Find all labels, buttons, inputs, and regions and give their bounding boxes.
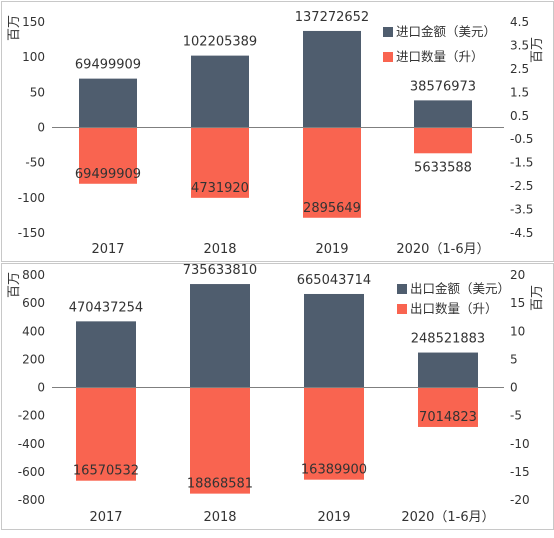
chart1-left-tick-label: 0 — [37, 121, 45, 135]
chart2-bar-negative — [76, 387, 136, 481]
chart2-category-label: 2019 — [317, 510, 350, 525]
chart1-bar-positive — [414, 100, 472, 128]
chart2-right-tick-label: 10 — [510, 324, 525, 338]
chart1-left-tick-label: 150 — [22, 15, 45, 29]
chart2-right-tick-label: -5 — [510, 409, 522, 423]
chart2-right-tick-label: 15 — [510, 296, 525, 310]
chart1-negative-data-label: 5633588 — [414, 160, 472, 175]
chart1-right-tick-label: 3.5 — [510, 38, 529, 52]
chart2-category-label: 2018 — [203, 510, 236, 525]
chart1-right-tick-label: -0.5 — [510, 132, 533, 146]
chart2-right-tick-label: -20 — [510, 493, 530, 507]
chart1-bar-negative — [414, 127, 472, 154]
chart2-bar-positive — [304, 293, 364, 388]
chart1-category-label: 2019 — [315, 242, 348, 257]
chart1-bar-positive — [303, 30, 361, 128]
chart2-left-tick-label: 600 — [22, 296, 45, 310]
chart2-positive-data-label: 248521883 — [411, 332, 485, 347]
chart2-right-tick-label: 0 — [510, 381, 518, 395]
chart2-positive-data-label: 665043714 — [297, 273, 371, 288]
chart2-bar-negative — [304, 387, 364, 480]
chart2-right-tick-label: -15 — [510, 465, 530, 479]
chart2-right-tick-label: 20 — [510, 268, 525, 282]
chart2-bar-positive — [76, 321, 136, 388]
chart1-right-tick-label: -4.5 — [510, 226, 533, 240]
chart2-left-tick-label: 200 — [22, 352, 45, 366]
chart1-right-tick-label: -3.5 — [510, 203, 533, 217]
chart2-negative-data-label: 16389900 — [301, 463, 367, 478]
chart1-legend-swatch — [383, 27, 393, 37]
chart2-category-label: 2020（1-6月） — [401, 510, 494, 525]
chart2-positive-data-label: 470437254 — [69, 300, 143, 315]
chart1-negative-data-label: 69499909 — [75, 167, 141, 182]
chart1-bar-negative — [79, 127, 137, 184]
chart1-category-label: 2018 — [203, 242, 236, 257]
chart1-positive-data-label: 137272652 — [295, 10, 369, 25]
chart1-right-tick-label: 1.5 — [510, 85, 529, 99]
chart2-legend-label: 出口数量（升） — [410, 301, 498, 316]
chart1-positive-data-label: 69499909 — [75, 58, 141, 73]
chart1-positive-data-label: 102205389 — [183, 35, 257, 50]
chart2-left-tick-label: -200 — [18, 409, 45, 423]
chart2-negative-data-label: 16570532 — [73, 464, 139, 479]
chart2-bar-positive — [418, 352, 478, 388]
chart1-negative-data-label: 2895649 — [303, 201, 361, 216]
chart1-legend-label: 进口金额（美元） — [396, 24, 496, 39]
chart2-negative-data-label: 18868581 — [187, 477, 253, 492]
chart1-left-tick-label: -50 — [25, 156, 45, 170]
chart2-negative-data-label: 7014823 — [419, 410, 477, 425]
chart2-right-axis-unit: 百万 — [530, 285, 545, 311]
chart2-positive-data-label: 735633810 — [183, 263, 257, 278]
chart1-left-tick-label: -100 — [18, 191, 45, 205]
chart1-negative-data-label: 4731920 — [191, 181, 249, 196]
chart2-category-label: 2017 — [89, 510, 122, 525]
chart2-legend-swatch — [397, 284, 407, 294]
chart2-right-tick-label: -10 — [510, 437, 530, 451]
chart1-bar-negative — [191, 127, 249, 198]
chart2-left-tick-label: 400 — [22, 324, 45, 338]
chart1-right-tick-label: 0.5 — [510, 109, 529, 123]
chart1-right-tick-label: -2.5 — [510, 179, 533, 193]
chart1-left-tick-label: -150 — [18, 226, 45, 240]
chart1-left-axis-unit: 百万 — [7, 15, 22, 41]
chart1-bar-positive — [191, 55, 249, 128]
chart1-right-tick-label: 2.5 — [510, 62, 529, 76]
chart1-bar-negative — [303, 127, 361, 218]
chart1-legend-label: 进口数量（升） — [396, 49, 484, 64]
chart2-legend-label: 出口金额（美元） — [410, 281, 510, 296]
chart2-bar-negative — [418, 387, 478, 427]
chart1-left-tick-label: 50 — [30, 85, 45, 99]
chart1-category-label: 2020（1-6月） — [396, 242, 489, 257]
chart1-legend-swatch — [383, 52, 393, 62]
chart1-positive-data-label: 38576973 — [410, 79, 476, 94]
chart1-bar-positive — [79, 78, 137, 128]
chart2-left-axis-unit: 百万 — [7, 272, 22, 298]
chart1-right-tick-label: -1.5 — [510, 156, 533, 170]
chart1-category-label: 2017 — [91, 242, 124, 257]
chart2-left-tick-label: -800 — [18, 493, 45, 507]
chart1-left-tick-label: 100 — [22, 50, 45, 64]
chart2-bar-positive — [190, 284, 250, 388]
chart2-right-tick-label: 5 — [510, 352, 518, 366]
chart2-legend-swatch — [397, 304, 407, 314]
chart2-bar-negative — [190, 387, 250, 494]
chart2-left-tick-label: 800 — [22, 268, 45, 282]
chart1-right-tick-label: 4.5 — [510, 15, 529, 29]
chart2-left-tick-label: 0 — [37, 381, 45, 395]
chart1-right-axis-unit: 百万 — [530, 37, 545, 63]
chart2-left-tick-label: -400 — [18, 437, 45, 451]
chart2-left-tick-label: -600 — [18, 465, 45, 479]
